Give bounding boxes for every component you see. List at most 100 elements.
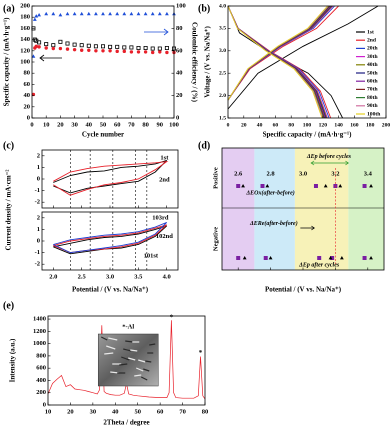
legend-label: 90th — [367, 103, 378, 109]
data-point — [58, 46, 63, 51]
data-point — [317, 255, 322, 260]
y-tick-label: 120 — [20, 47, 30, 54]
x-axis-title: Potential / (V vs. Na/Na⁺) — [265, 286, 342, 294]
inset-texture — [108, 337, 118, 341]
data-point — [164, 46, 169, 51]
y2-tick-label: 40 — [176, 70, 183, 77]
inset-label: *-Al — [122, 323, 134, 330]
y-axis-title: Current density / mA·cm⁻² — [5, 170, 13, 251]
x-tick-label: 50 — [134, 408, 141, 415]
data-point — [72, 11, 77, 16]
y-tick-label: 3.5 — [219, 26, 226, 32]
data-point — [129, 11, 134, 16]
x-axis-title: Cycle number — [82, 131, 124, 139]
plot-frame — [31, 5, 175, 119]
inset-texture — [134, 374, 142, 377]
data-point — [51, 46, 55, 51]
data-point — [265, 184, 270, 188]
inset-texture — [130, 349, 138, 352]
data-point — [362, 183, 367, 188]
peak-mark: * — [170, 313, 174, 321]
data-point — [86, 11, 91, 16]
x-tick-label: 70 — [179, 408, 186, 415]
data-point — [108, 44, 113, 49]
data-point — [150, 11, 155, 16]
inset-texture — [143, 368, 150, 372]
data-point — [143, 50, 148, 54]
data-point — [32, 17, 37, 21]
legend-label: 40th — [367, 62, 378, 68]
x-axis-title: Potential / (V vs. Na/Na⁺) — [72, 286, 149, 294]
data-point — [101, 49, 105, 53]
y2-tick-label: 80 — [176, 25, 183, 32]
legend-label: 60th — [367, 78, 378, 84]
annotation: ΔEOx(after-before) — [245, 190, 294, 197]
data-line — [53, 160, 169, 196]
data-point — [328, 256, 333, 260]
data-point — [37, 45, 41, 49]
data-point — [338, 184, 343, 188]
data-line — [47, 320, 206, 400]
data-point — [115, 44, 120, 49]
data-point — [157, 11, 162, 16]
inset-texture — [140, 376, 148, 381]
x-tick-label: 60 — [273, 122, 279, 128]
inset-texture — [136, 367, 144, 372]
data-point — [136, 50, 141, 54]
data-point — [44, 46, 48, 50]
x-tick-label: 0 — [30, 121, 33, 128]
legend-label: 50th — [367, 70, 378, 76]
y2-tick-label: 20 — [176, 92, 183, 99]
legend-label: 70th — [367, 87, 378, 93]
legend-label: 80th — [367, 95, 378, 101]
y-axis-title: Voltage / (V vs. Na/Na⁺) — [204, 26, 212, 98]
y-axis-title: Intensity (a.u.) — [9, 338, 17, 382]
x-tick-label: 100 — [169, 121, 179, 128]
x-tick-label: 40 — [112, 408, 119, 415]
axis-arrow — [39, 54, 62, 62]
x-tick-label: 60 — [114, 121, 121, 128]
y-tick-label: 0 — [37, 175, 40, 182]
data-line — [53, 221, 168, 254]
x-tick-label: 50 — [100, 121, 107, 128]
annotation: ΔERe(after-before) — [249, 220, 298, 227]
data-point — [65, 11, 70, 16]
y-tick-label: 100 — [20, 58, 30, 65]
data-point — [93, 44, 98, 49]
data-point — [242, 256, 247, 260]
annotation: ΔEp after cycles — [298, 262, 340, 268]
data-point — [157, 46, 162, 51]
y-tick-label: 2 — [37, 214, 40, 221]
inset-texture — [106, 345, 116, 350]
legend-label: 1st — [367, 29, 374, 35]
data-point — [241, 184, 245, 188]
data-point — [79, 43, 84, 48]
data-line — [227, 5, 379, 119]
data-point — [150, 46, 155, 51]
legend-label: 20th — [367, 46, 378, 52]
x-tick-label: 2.5 — [78, 273, 87, 280]
panel-label: (e) — [3, 300, 14, 311]
data-line — [53, 159, 168, 194]
y-tick-label: -1 — [35, 187, 40, 194]
series-label: 101st — [144, 253, 159, 260]
data-point — [323, 184, 328, 188]
inset-texture — [121, 356, 130, 361]
x-tick-label: 3.4 — [364, 170, 373, 177]
y-tick-label: 2.0 — [219, 93, 226, 99]
data-point — [339, 256, 344, 260]
x-tick-label: 3.0 — [106, 273, 114, 280]
x-tick-label: 2.6 — [234, 170, 243, 177]
inset-texture — [149, 343, 156, 346]
series-label: 102nd — [156, 233, 173, 240]
y-tick-label: 180 — [20, 14, 30, 21]
y-tick-label: 0 — [43, 401, 46, 408]
data-point — [122, 45, 127, 50]
data-point — [37, 40, 42, 45]
data-point — [37, 12, 41, 17]
y-tick-label: -2 — [35, 261, 40, 268]
y-tick-label: 0 — [37, 237, 40, 244]
inset-texture — [128, 357, 136, 361]
y-tick-label: 200 — [20, 2, 30, 9]
data-point — [51, 43, 56, 48]
